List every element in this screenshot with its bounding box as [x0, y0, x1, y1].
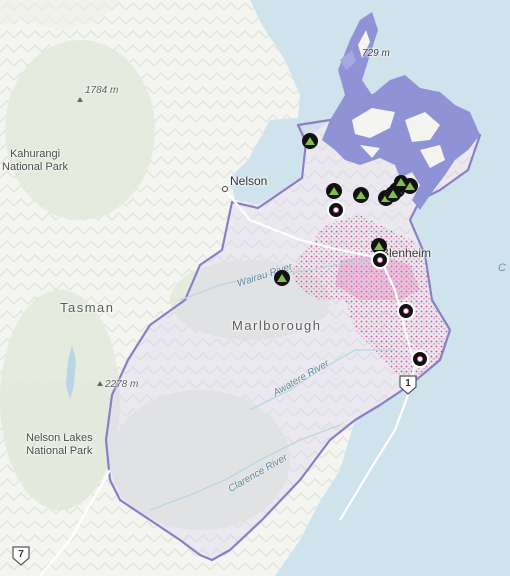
far-coast — [0, 0, 120, 30]
poi-dot-icon — [417, 356, 423, 362]
campsite-marker[interactable] — [394, 175, 408, 189]
park-name-line-2: National Park — [26, 445, 93, 457]
poi-marker[interactable] — [371, 251, 389, 269]
poi-dot-icon — [333, 207, 339, 213]
terrain-shading — [0, 40, 330, 530]
tent-icon — [277, 273, 287, 282]
region-label-tasman: Tasman — [60, 300, 115, 315]
campsite-marker[interactable] — [274, 270, 290, 286]
road-shield-number: 7 — [18, 549, 24, 560]
poi-dot-icon — [377, 257, 383, 263]
campsite-marker[interactable] — [353, 187, 369, 203]
elevation-label-1784: 1784 m — [85, 85, 119, 96]
tent-icon — [329, 186, 339, 195]
road-shield-number: 1 — [405, 378, 411, 389]
park-name-line-1: Kahurangi — [9, 148, 61, 160]
peak-icon — [77, 97, 83, 102]
park-label-kahurangi: Kahurangi National Park — [2, 148, 68, 174]
poi-marker[interactable] — [327, 201, 345, 219]
campsite-marker[interactable] — [385, 186, 401, 202]
park-name-line-2: National Park — [2, 161, 69, 173]
lake — [66, 345, 76, 400]
road-shield-sh7: 7 — [12, 546, 30, 566]
tent-icon — [305, 136, 315, 145]
elevation-label-2278: 2278 m — [105, 379, 139, 390]
city-label-nelson: Nelson — [230, 174, 268, 188]
poi-dot-icon — [403, 308, 409, 314]
city-label-blenheim: Blenheim — [381, 246, 432, 260]
park-name-line-1: Nelson Lakes — [26, 432, 93, 444]
sounds-islands — [352, 30, 445, 168]
tent-icon — [405, 181, 415, 190]
density-area — [290, 215, 448, 378]
park-label-nelson-lakes: Nelson Lakes National Park — [26, 432, 93, 458]
campsite-marker[interactable] — [302, 133, 318, 149]
region-label-marlborough: Marlborough — [232, 318, 322, 333]
tent-icon — [388, 189, 398, 198]
elevation-label-729: 729 m — [362, 48, 390, 59]
awatere-river-line — [249, 349, 395, 411]
poi-marker[interactable] — [411, 350, 429, 368]
tent-icon — [356, 190, 366, 199]
tent-icon — [396, 177, 406, 186]
campsite-marker[interactable] — [371, 238, 387, 254]
water-label-fragment: C — [498, 262, 506, 274]
poi-marker[interactable] — [397, 302, 415, 320]
road-shield-sh1: 1 — [399, 375, 417, 395]
peak-icon — [97, 381, 103, 386]
campsite-marker[interactable] — [326, 183, 342, 199]
tent-icon — [374, 241, 384, 250]
city-marker-nelson[interactable] — [222, 186, 228, 192]
clarence-river-line — [149, 424, 341, 511]
